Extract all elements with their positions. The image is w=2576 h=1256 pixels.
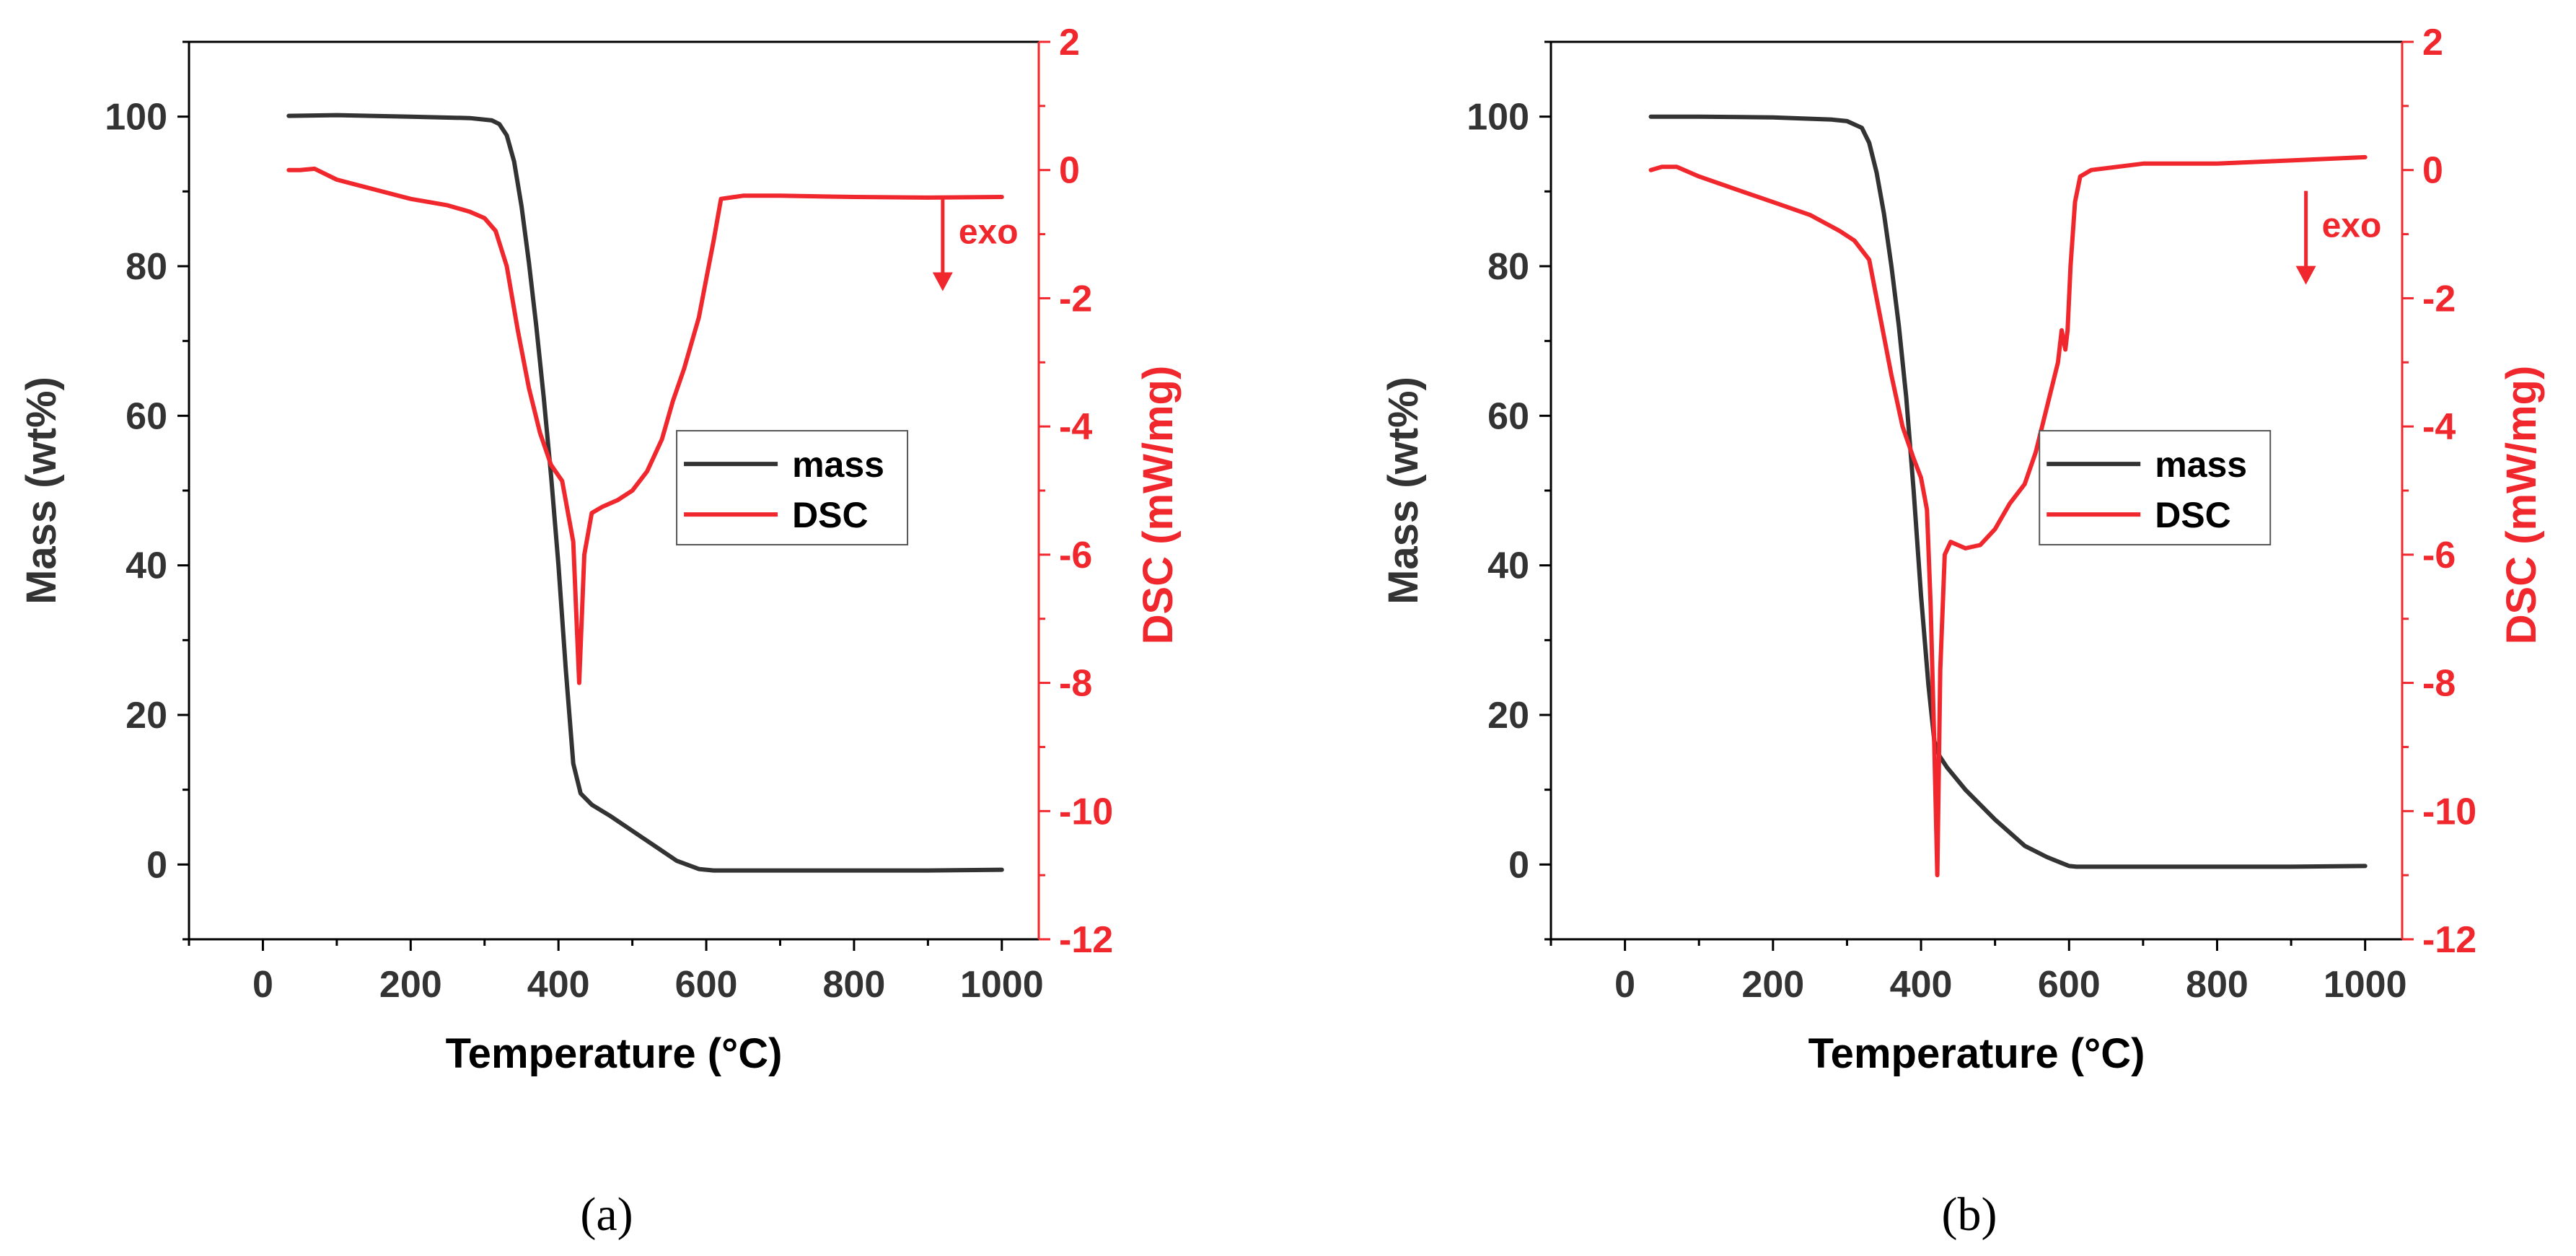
- y-right-tick-label: -10: [2422, 791, 2476, 833]
- y-left-tick-label: 100: [1467, 97, 1529, 139]
- y-left-tick-label: 40: [1487, 545, 1529, 587]
- x-axis-title: Temperature (°C): [446, 1030, 783, 1077]
- y-left-tick-label: 100: [105, 97, 167, 139]
- x-tick-label: 600: [675, 964, 738, 1006]
- chart-panel-b: 0 200 400 600 800 1000020406080100-12-10-8-6-…: [1380, 22, 2545, 1241]
- x-tick-label: 800: [823, 964, 886, 1006]
- x-tick-label: 800: [2186, 964, 2248, 1006]
- x-tick-label: 1000: [960, 964, 1044, 1006]
- y-right-tick-label: -12: [1059, 919, 1113, 961]
- x-axis-title: Temperature (°C): [1808, 1030, 2145, 1077]
- y-right-tick-label: 0: [1059, 150, 1080, 192]
- legend-label-mass: mass: [2155, 444, 2247, 485]
- x-tick-label: 1000: [2324, 964, 2407, 1006]
- x-tick-label: 400: [1890, 964, 1953, 1006]
- y-right-tick-label: -6: [1059, 535, 1092, 576]
- x-tick-label: 200: [1741, 964, 1804, 1006]
- series-line-dsc: [1648, 154, 2368, 878]
- y-left-tick-label: 80: [1487, 246, 1529, 288]
- y-left-tick-label: 20: [126, 695, 167, 737]
- series-line-dsc: [286, 166, 1004, 685]
- chart-panel-a: 0 200 400 600 800 1000020406080100-12-10-8-6-…: [18, 22, 1182, 1241]
- y-right-tick-label: -2: [2422, 278, 2456, 320]
- exo-arrow-icon: [932, 272, 953, 291]
- y-left-tick-label: 60: [1487, 395, 1529, 437]
- x-tick-label: 600: [2038, 964, 2101, 1006]
- y-right-tick-label: -4: [2422, 406, 2456, 448]
- y-right-tick-label: -2: [1059, 278, 1092, 320]
- y-left-tick-label: 0: [146, 844, 167, 886]
- legend-box: [676, 430, 909, 546]
- y-left-tick-label: 40: [126, 545, 167, 587]
- legend: mass DSC: [676, 430, 909, 546]
- y-right-axis-title: DSC (mW/mg): [1135, 366, 1182, 645]
- panel-caption: (b): [1942, 1188, 1997, 1241]
- y-right-tick-label: -6: [2422, 535, 2456, 576]
- y-right-tick-label: 2: [1059, 22, 1080, 63]
- legend-label-dsc: DSC: [2155, 495, 2231, 535]
- y-left-tick-label: 60: [126, 395, 167, 437]
- y-right-tick-label: 2: [2422, 22, 2443, 63]
- y-left-tick-label: 20: [1487, 695, 1529, 737]
- exo-annotation: exo: [959, 213, 1019, 251]
- exo-annotation: exo: [2322, 207, 2382, 245]
- y-right-axis-title: DSC (mW/mg): [2498, 366, 2545, 645]
- x-tick-label: 400: [527, 964, 590, 1006]
- y-right-tick-label: -8: [1059, 663, 1092, 705]
- legend-label-dsc: DSC: [792, 495, 869, 535]
- y-left-tick-label: 0: [1508, 844, 1529, 886]
- panel-caption: (a): [580, 1188, 633, 1241]
- y-left-tick-label: 80: [126, 246, 167, 288]
- y-left-axis-title: Mass (wt%): [18, 377, 65, 605]
- y-right-tick-label: 0: [2422, 150, 2443, 192]
- x-tick-label: 200: [379, 964, 442, 1006]
- legend: mass DSC: [2039, 430, 2272, 546]
- legend-label-mass: mass: [792, 444, 884, 485]
- legend-box: [2039, 430, 2272, 546]
- y-left-axis-title: Mass (wt%): [1380, 377, 1427, 605]
- y-right-tick-label: -10: [1059, 791, 1113, 833]
- y-right-tick-label: -8: [2422, 663, 2456, 705]
- x-tick-label: 0: [1614, 964, 1635, 1006]
- series-line-mass: [286, 113, 1004, 873]
- y-right-tick-label: -12: [2422, 919, 2476, 961]
- y-right-tick-label: -4: [1059, 406, 1092, 448]
- x-tick-label: 0: [252, 964, 273, 1006]
- exo-arrow-icon: [2295, 265, 2316, 285]
